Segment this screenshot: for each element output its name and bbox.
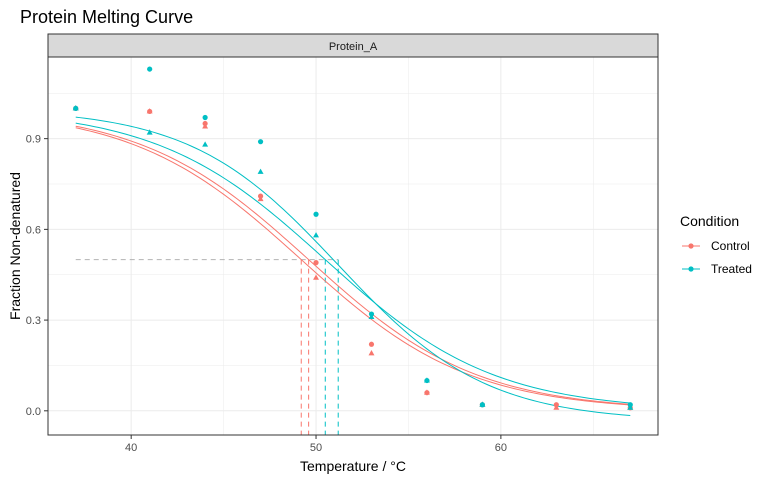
data-point-treated [257, 168, 264, 174]
data-point-treated [313, 211, 319, 217]
fit-curve-treated [75, 122, 631, 404]
legend-item-treated: Treated [682, 262, 752, 276]
data-point-treated [627, 404, 634, 410]
data-point-control [368, 350, 375, 356]
data-point-treated [423, 377, 430, 383]
data-point-treated [147, 66, 153, 72]
y-axis-title: Fraction Non-denatured [7, 172, 23, 320]
legend-key-control-point [688, 243, 694, 249]
reference-lines [75, 259, 339, 435]
y-tick-label: 0.6 [26, 224, 41, 236]
data-point-treated [72, 105, 79, 111]
data-points [72, 66, 634, 411]
data-point-treated [313, 232, 320, 238]
facet-label: Protein_A [329, 41, 378, 53]
data-point-treated [479, 401, 486, 407]
data-point-control [368, 341, 375, 347]
legend-label-control: Control [711, 239, 750, 253]
data-point-control [313, 274, 320, 280]
data-point-treated [368, 313, 375, 320]
data-point-control [553, 404, 560, 410]
grid-lines [48, 57, 658, 435]
data-point-treated [146, 129, 153, 135]
fit-curve-control [75, 127, 631, 406]
fit-curves [75, 116, 631, 416]
data-point-control [313, 260, 319, 266]
x-tick-label: 40 [125, 442, 137, 454]
data-point-treated [257, 139, 264, 145]
plot-panel [48, 57, 658, 435]
y-tick-label: 0.3 [26, 315, 41, 327]
x-axis: 40 50 60 [125, 435, 507, 454]
fit-curve-treated [75, 116, 631, 416]
legend-key-treated-point [688, 266, 694, 272]
legend: Condition Control Treated [680, 213, 752, 276]
y-axis: 0.0 0.3 0.6 0.9 [26, 134, 48, 418]
x-tick-label: 50 [310, 442, 322, 454]
y-tick-label: 0.0 [26, 406, 41, 418]
legend-title: Condition [680, 213, 739, 229]
data-point-control [202, 123, 209, 129]
x-tick-label: 60 [495, 442, 507, 454]
data-point-control [146, 108, 153, 114]
x-axis-title: Temperature / °C [300, 458, 406, 474]
data-point-treated [202, 114, 208, 121]
panel-border [47, 56, 659, 436]
data-point-control [423, 389, 430, 395]
y-tick-label: 0.9 [26, 134, 41, 146]
legend-label-treated: Treated [711, 262, 752, 276]
data-point-treated [202, 141, 209, 147]
fit-curve-control [75, 125, 631, 405]
chart-title: Protein Melting Curve [20, 7, 193, 27]
data-point-control [257, 195, 264, 202]
legend-item-control: Control [682, 239, 750, 253]
